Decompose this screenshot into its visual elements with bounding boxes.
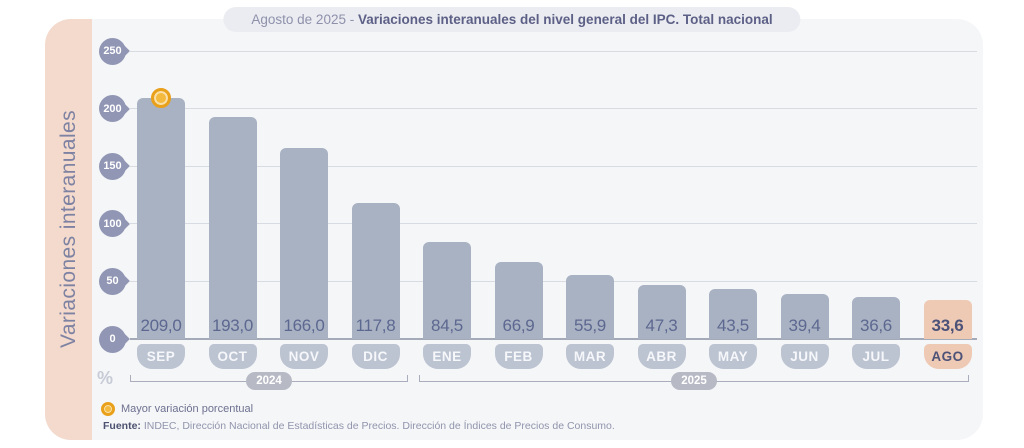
bar-value-feb: 66,9	[502, 315, 535, 335]
bar-value-dic: 117,8	[355, 315, 396, 335]
bar-ago: 33,6	[923, 300, 972, 339]
month-label-jun: JUN	[780, 344, 829, 369]
bar-value-may: 43,5	[717, 315, 749, 335]
bar-value-sep: 209,0	[140, 315, 182, 335]
month-label-abr: ABR	[637, 344, 686, 369]
month-label-nov: NOV	[280, 344, 328, 369]
y-tick-50: 50	[99, 267, 126, 295]
source-label: Fuente:	[103, 420, 141, 432]
gridline-100	[130, 223, 977, 225]
bar-value-ago: 33,6	[931, 315, 964, 335]
y-axis-title-strip: Variaciones interanuales	[45, 19, 92, 440]
bar-oct: 193,0	[208, 116, 257, 339]
bar-value-jul: 36,6	[860, 315, 892, 335]
gridline-250	[130, 50, 977, 52]
y-axis-title: Variaciones interanuales	[56, 110, 80, 349]
month-label-feb: FEB	[494, 344, 543, 369]
chart-title: Agosto de 2025 - Variaciones interanuale…	[223, 7, 801, 32]
bar-sep: 209,0	[137, 98, 185, 339]
bar-value-nov: 166,0	[283, 315, 325, 335]
bar-value-jun: 39,4	[788, 315, 821, 335]
bar-value-mar: 55,9	[574, 315, 606, 335]
month-label-mar: MAR	[566, 344, 614, 369]
bar-feb: 66,9	[494, 261, 543, 339]
legend-label: Mayor variación porcentual	[121, 403, 254, 415]
month-label-may: MAY	[709, 344, 757, 369]
source-text: INDEC, Dirección Nacional de Estadística…	[143, 420, 615, 432]
bar-value-ene: 84,5	[431, 315, 463, 335]
month-label-oct: OCT	[208, 344, 257, 369]
bar-nov: 166,0	[280, 147, 328, 339]
gridline-0	[130, 338, 977, 340]
legend: Mayor variación porcentual	[101, 402, 253, 416]
year-pill-2025: 2025	[671, 372, 717, 390]
max-variation-marker-icon	[101, 402, 115, 416]
percent-unit-label: %	[97, 368, 114, 388]
month-label-ene: ENE	[423, 344, 471, 369]
bar-may: 43,5	[709, 288, 757, 339]
bar-value-abr: 47,3	[645, 315, 678, 335]
month-label-jul: JUL	[852, 344, 900, 369]
bar-dic: 117,8	[351, 203, 400, 339]
chart-panel	[45, 19, 983, 440]
chart-title-main: Variaciones interanuales del nivel gener…	[357, 12, 773, 27]
y-tick-0: 0	[99, 325, 126, 353]
gridline-200	[130, 108, 977, 110]
source-note: Fuente: INDEC, Dirección Nacional de Est…	[103, 420, 615, 432]
bar-jun: 39,4	[780, 293, 829, 339]
y-tick-150: 150	[99, 152, 126, 180]
month-label-ago: AGO	[923, 344, 972, 369]
max-variation-marker	[151, 88, 171, 109]
chart-title-period: Agosto de 2025 -	[251, 12, 358, 27]
y-tick-100: 100	[99, 210, 126, 238]
month-label-sep: SEP	[137, 344, 185, 369]
bar-abr: 47,3	[637, 284, 686, 339]
bar-value-oct: 193,0	[211, 315, 254, 335]
y-tick-200: 200	[99, 95, 126, 123]
bar-mar: 55,9	[566, 274, 614, 339]
y-tick-250: 250	[99, 37, 126, 65]
bar-jul: 36,6	[852, 296, 900, 339]
gridline-150	[130, 165, 977, 167]
gridline-50	[130, 280, 977, 282]
month-label-dic: DIC	[351, 344, 400, 369]
bar-ene: 84,5	[423, 241, 471, 339]
year-pill-2024: 2024	[246, 372, 292, 390]
